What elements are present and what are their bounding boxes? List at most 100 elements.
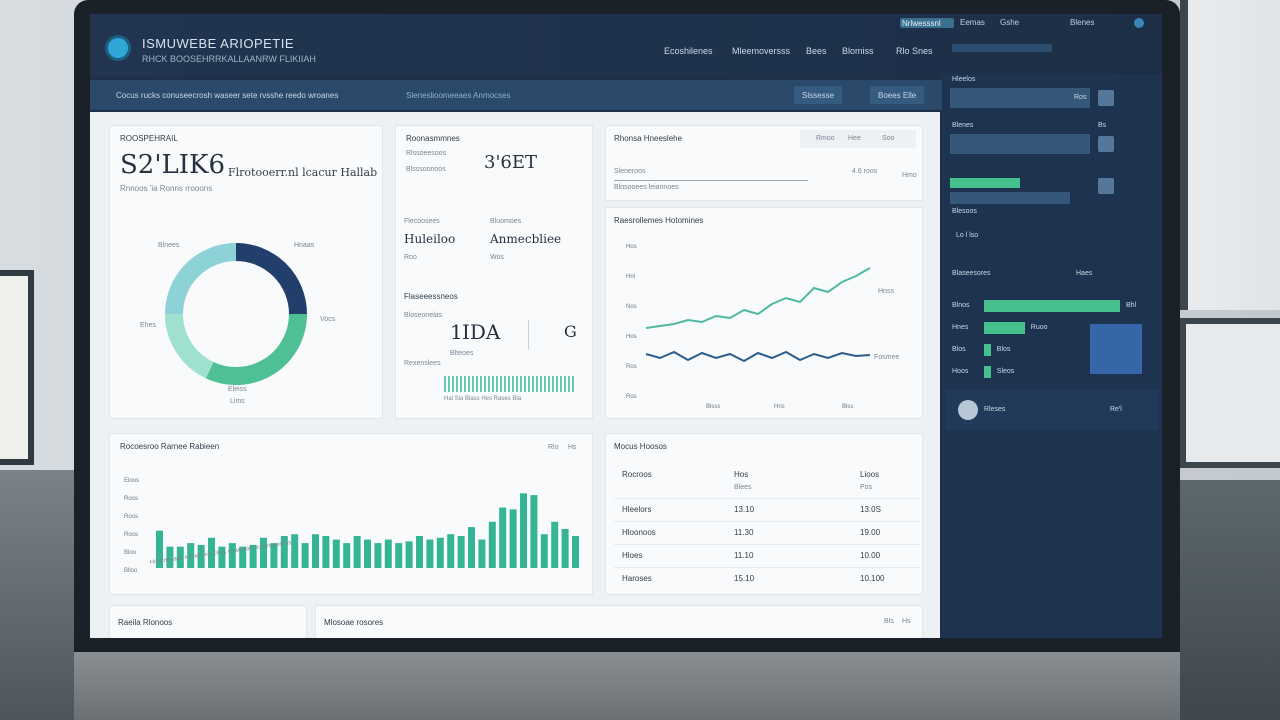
- bar-chart-bar[interactable]: [561, 528, 569, 568]
- bar-chart-bar[interactable]: [395, 543, 403, 568]
- table-cell: 10.00: [860, 551, 881, 560]
- rp-row-1-icon[interactable]: [1098, 90, 1114, 106]
- user-avatar-icon[interactable]: [1134, 18, 1144, 28]
- donut-label-tr: Hnaas: [294, 242, 315, 249]
- donut-slice-3[interactable]: [165, 243, 237, 315]
- bar-chart-bar[interactable]: [447, 534, 455, 568]
- bar-chart-bar[interactable]: [312, 534, 319, 568]
- stats-middle-sub: Blteoes: [450, 350, 474, 357]
- bar-chart-bar[interactable]: [249, 544, 257, 568]
- filter-button-2[interactable]: Boees Elle: [870, 86, 925, 104]
- bar-chart-bar[interactable]: [499, 507, 507, 568]
- filter-toggle-1[interactable]: Rmoo: [816, 135, 835, 142]
- table-header-cell[interactable]: Rocroos: [622, 470, 652, 479]
- nav-item-3[interactable]: Bees: [806, 46, 827, 56]
- rp-bar-fill[interactable]: [984, 322, 1025, 334]
- bar-chart-bar[interactable]: [218, 546, 226, 568]
- filter-slider[interactable]: [614, 180, 808, 181]
- top-status-chip[interactable]: [900, 18, 954, 28]
- filter-button-1[interactable]: Slssesse: [794, 86, 843, 104]
- filter-search-field[interactable]: Sleneslioomeeaes Anmocses: [406, 91, 511, 100]
- top-item-3[interactable]: Blenes: [1070, 18, 1095, 27]
- table-row[interactable]: Hloes 11.10 10.00: [614, 544, 920, 566]
- bar-toggle-1[interactable]: Rlo: [548, 444, 559, 451]
- logo-icon[interactable]: [108, 38, 128, 58]
- rp-footer-avatar[interactable]: [958, 400, 978, 420]
- bar-chart-bar[interactable]: [416, 536, 423, 568]
- bottom-right-1[interactable]: Bls: [884, 618, 894, 625]
- table-header-row: Rocroos Hos Lioos: [614, 464, 920, 486]
- table-row[interactable]: Hloonoos 11.30 19.00: [614, 521, 920, 543]
- bar-chart-bar[interactable]: [405, 541, 413, 568]
- line-series-a[interactable]: [645, 267, 871, 329]
- top-item-2[interactable]: Gshe: [1000, 18, 1020, 27]
- bar-chart-bar[interactable]: [156, 530, 163, 568]
- table-header-cell[interactable]: Lioos: [860, 470, 880, 479]
- bar-chart-bar[interactable]: [301, 543, 309, 568]
- bar-chart-bar[interactable]: [322, 536, 330, 568]
- bar-chart-bar[interactable]: [478, 539, 486, 568]
- donut-slice-2[interactable]: [165, 313, 214, 379]
- table-row[interactable]: Hleelors 13.10 13.0S: [614, 498, 920, 520]
- table-header-cell[interactable]: Hos: [734, 470, 749, 479]
- bar-chart-bar[interactable]: [468, 527, 475, 568]
- bar-chart-bar[interactable]: [540, 534, 548, 568]
- table-row[interactable]: Haroses 15.10 10.100: [614, 567, 920, 589]
- bar-chart-bar[interactable]: [572, 536, 579, 568]
- rp-row-2[interactable]: [950, 134, 1090, 154]
- bar-chart-bar[interactable]: [509, 509, 517, 568]
- bar-chart-bar[interactable]: [260, 537, 267, 568]
- donut-slice-0[interactable]: [235, 243, 307, 315]
- bar-chart-bar[interactable]: [166, 546, 174, 568]
- filter-card-toggles[interactable]: [800, 130, 916, 148]
- bar-chart: Eloos Roos Roos Roos Bloo Blloo: [124, 478, 579, 574]
- bar-chart-bar[interactable]: [353, 536, 361, 568]
- line-y-tick: Hnl: [626, 274, 635, 280]
- top-item-1[interactable]: Eemas: [960, 18, 985, 27]
- bottom-right-2[interactable]: Hs: [902, 618, 911, 625]
- rp-bar-fill[interactable]: [984, 344, 991, 356]
- nav-item-4[interactable]: Blomiss: [842, 46, 874, 56]
- bar-chart-bar[interactable]: [270, 543, 278, 568]
- rp-bar-fill[interactable]: [984, 366, 991, 378]
- bar-chart-bar[interactable]: [488, 521, 496, 568]
- rp-row-3-icon[interactable]: [1098, 178, 1114, 194]
- bar-chart-bar[interactable]: [551, 521, 559, 568]
- bar-chart-bar[interactable]: [208, 537, 215, 568]
- bar-chart-bar[interactable]: [364, 539, 371, 568]
- bar-toggle-2[interactable]: Hs: [568, 444, 577, 451]
- rp-row-1[interactable]: [950, 88, 1090, 108]
- bar-chart-bar[interactable]: [374, 543, 382, 568]
- bar-chart-bar[interactable]: [332, 539, 340, 568]
- bar-chart-bar[interactable]: [530, 495, 538, 568]
- filter-toggle-2[interactable]: Hee: [848, 135, 861, 142]
- bar-y-tick: Roos: [124, 514, 138, 520]
- bar-chart-bar[interactable]: [197, 544, 205, 568]
- bar-chart-bar[interactable]: [384, 539, 392, 568]
- top-search-input[interactable]: [952, 44, 1052, 52]
- bar-chart-bar[interactable]: [457, 536, 465, 568]
- rp-row-2-icon[interactable]: [1098, 136, 1114, 152]
- donut-slice-1[interactable]: [205, 313, 307, 385]
- line-y-tick: Ros: [626, 394, 637, 400]
- bar-chart-bar[interactable]: [291, 534, 299, 568]
- nav-item-2[interactable]: Mleemoversss: [732, 46, 791, 56]
- rp-bar-label: Hnes: [952, 324, 969, 331]
- line-series-b[interactable]: [645, 350, 871, 363]
- bar-chart-bar[interactable]: [280, 536, 288, 568]
- bar-chart-bar[interactable]: [239, 546, 247, 568]
- table-cell: 13.10: [734, 505, 755, 514]
- nav-item-5[interactable]: Rlo Snes: [896, 46, 933, 56]
- bar-chart-bar[interactable]: [187, 543, 195, 568]
- stats-value-1: 3'6ET: [484, 152, 537, 173]
- filter-toggle-3[interactable]: Soo: [882, 135, 895, 142]
- bar-chart-bar[interactable]: [343, 543, 351, 568]
- bar-chart-bar[interactable]: [426, 539, 434, 568]
- right-panel: Hleelos Ros Blenes Bs Blesoos Lo l lso B…: [942, 74, 1162, 638]
- bar-chart-bar[interactable]: [520, 493, 527, 568]
- bar-chart-bar[interactable]: [228, 543, 236, 568]
- rp-bar-fill[interactable]: [984, 300, 1120, 312]
- bar-chart-bar[interactable]: [436, 537, 444, 568]
- bar-chart-bar[interactable]: [176, 546, 184, 568]
- nav-item-1[interactable]: Ecoshilenes: [664, 46, 713, 56]
